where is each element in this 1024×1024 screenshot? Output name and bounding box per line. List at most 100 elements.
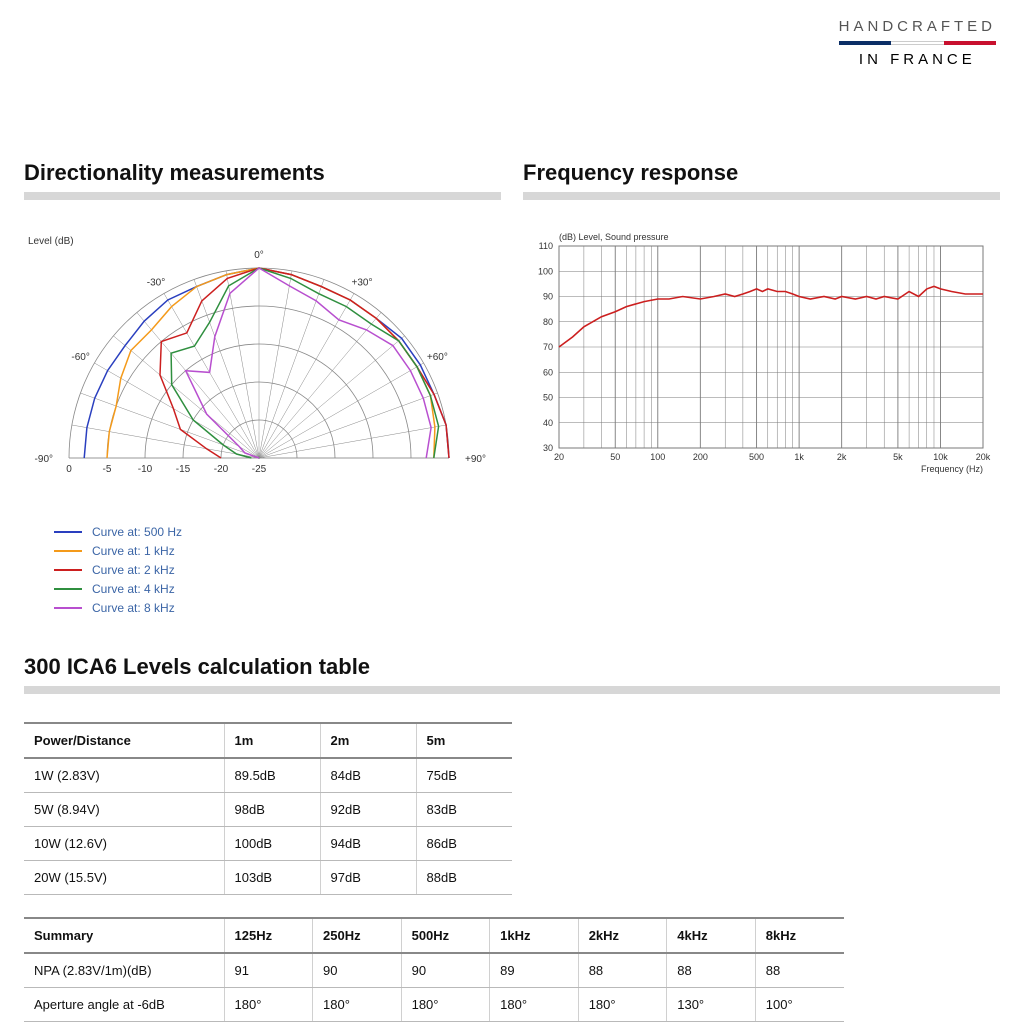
cell: 89.5dB bbox=[224, 758, 320, 793]
svg-text:+90°: +90° bbox=[465, 454, 486, 465]
svg-text:20: 20 bbox=[554, 452, 564, 462]
legend-item: Curve at: 4 kHz bbox=[54, 582, 501, 596]
legend-item: Curve at: 2 kHz bbox=[54, 563, 501, 577]
cell: 86dB bbox=[416, 827, 512, 861]
legend-item: Curve at: 500 Hz bbox=[54, 525, 501, 539]
col-header: 1kHz bbox=[490, 918, 579, 953]
tables-title: 300 ICA6 Levels calculation table bbox=[24, 654, 1000, 680]
cell: 84dB bbox=[320, 758, 416, 793]
svg-text:0°: 0° bbox=[254, 250, 264, 261]
cell: 83dB bbox=[416, 793, 512, 827]
svg-text:(dB) Level, Sound pressure: (dB) Level, Sound pressure bbox=[559, 232, 669, 242]
cell: 97dB bbox=[320, 861, 416, 895]
table-row: 5W (8.94V)98dB92dB83dB bbox=[24, 793, 512, 827]
cell: 88dB bbox=[416, 861, 512, 895]
cell: 98dB bbox=[224, 793, 320, 827]
brand-badge: HANDCRAFTED IN FRANCE bbox=[839, 18, 996, 68]
legend-label: Curve at: 1 kHz bbox=[92, 544, 175, 558]
divider bbox=[523, 192, 1000, 200]
polar-section: Directionality measurements +90° +60° +30°… bbox=[24, 160, 501, 620]
legend-swatch bbox=[54, 550, 82, 552]
svg-text:1k: 1k bbox=[794, 452, 804, 462]
svg-text:+30°: +30° bbox=[352, 277, 373, 288]
table-row: 10W (12.6V)100dB94dB86dB bbox=[24, 827, 512, 861]
cell: 180° bbox=[401, 988, 490, 1022]
svg-text:50: 50 bbox=[543, 393, 553, 403]
legend-item: Curve at: 8 kHz bbox=[54, 601, 501, 615]
flag-white bbox=[891, 41, 943, 45]
svg-text:10k: 10k bbox=[933, 452, 948, 462]
cell: 89 bbox=[490, 953, 579, 988]
cell: 10W (12.6V) bbox=[24, 827, 224, 861]
cell: 180° bbox=[313, 988, 402, 1022]
col-header: 8kHz bbox=[755, 918, 844, 953]
cell: 75dB bbox=[416, 758, 512, 793]
svg-text:90: 90 bbox=[543, 292, 553, 302]
svg-text:Level (dB): Level (dB) bbox=[28, 236, 74, 247]
col-header: Summary bbox=[24, 918, 224, 953]
cell: 90 bbox=[401, 953, 490, 988]
col-header: 250Hz bbox=[313, 918, 402, 953]
legend-label: Curve at: 8 kHz bbox=[92, 601, 175, 615]
table-row: 20W (15.5V)103dB97dB88dB bbox=[24, 861, 512, 895]
col-header: 4kHz bbox=[667, 918, 756, 953]
polar-title: Directionality measurements bbox=[24, 160, 501, 186]
freq-section: Frequency response 304050607080901001102… bbox=[523, 160, 1000, 620]
divider bbox=[24, 686, 1000, 694]
svg-text:5k: 5k bbox=[893, 452, 903, 462]
cell: 88 bbox=[667, 953, 756, 988]
tables-section: 300 ICA6 Levels calculation table Power/… bbox=[24, 654, 1000, 1022]
cell: 103dB bbox=[224, 861, 320, 895]
svg-text:30: 30 bbox=[543, 443, 553, 453]
cell: 130° bbox=[667, 988, 756, 1022]
cell: 20W (15.5V) bbox=[24, 861, 224, 895]
svg-text:80: 80 bbox=[543, 317, 553, 327]
svg-text:-10: -10 bbox=[138, 464, 153, 475]
svg-text:500: 500 bbox=[749, 452, 764, 462]
svg-text:60: 60 bbox=[543, 367, 553, 377]
svg-text:-20: -20 bbox=[214, 464, 229, 475]
svg-text:-90°: -90° bbox=[35, 454, 53, 465]
svg-text:-15: -15 bbox=[176, 464, 191, 475]
col-header: 5m bbox=[416, 723, 512, 758]
brand-line2: IN FRANCE bbox=[839, 51, 996, 68]
cell: 1W (2.83V) bbox=[24, 758, 224, 793]
svg-text:40: 40 bbox=[543, 418, 553, 428]
cell: 180° bbox=[578, 988, 667, 1022]
table-row: Aperture angle at -6dB180°180°180°180°18… bbox=[24, 988, 844, 1022]
col-header: 2kHz bbox=[578, 918, 667, 953]
cell: 92dB bbox=[320, 793, 416, 827]
legend-item: Curve at: 1 kHz bbox=[54, 544, 501, 558]
table-row: NPA (2.83V/1m)(dB)91909089888888 bbox=[24, 953, 844, 988]
freq-title: Frequency response bbox=[523, 160, 1000, 186]
svg-text:100: 100 bbox=[650, 452, 665, 462]
table-row: 1W (2.83V)89.5dB84dB75dB bbox=[24, 758, 512, 793]
levels-table: Power/Distance1m2m5m1W (2.83V)89.5dB84dB… bbox=[24, 722, 512, 895]
svg-text:0: 0 bbox=[66, 464, 72, 475]
col-header: 500Hz bbox=[401, 918, 490, 953]
cell: 180° bbox=[490, 988, 579, 1022]
polar-legend: Curve at: 500 Hz Curve at: 1 kHz Curve at:… bbox=[54, 525, 501, 615]
flag-red bbox=[944, 41, 996, 45]
col-header: 1m bbox=[224, 723, 320, 758]
cell: NPA (2.83V/1m)(dB) bbox=[24, 953, 224, 988]
brand-line1: HANDCRAFTED bbox=[839, 18, 996, 35]
cell: 94dB bbox=[320, 827, 416, 861]
svg-text:-60°: -60° bbox=[71, 352, 89, 363]
cell: 90 bbox=[313, 953, 402, 988]
svg-text:50: 50 bbox=[610, 452, 620, 462]
cell: 88 bbox=[578, 953, 667, 988]
divider bbox=[24, 192, 501, 200]
cell: 5W (8.94V) bbox=[24, 793, 224, 827]
svg-text:100: 100 bbox=[538, 266, 553, 276]
legend-label: Curve at: 4 kHz bbox=[92, 582, 175, 596]
cell: 100° bbox=[755, 988, 844, 1022]
flag-blue bbox=[839, 41, 891, 45]
cell: Aperture angle at -6dB bbox=[24, 988, 224, 1022]
svg-text:70: 70 bbox=[543, 342, 553, 352]
cell: 100dB bbox=[224, 827, 320, 861]
svg-text:+60°: +60° bbox=[427, 352, 448, 363]
svg-text:-5: -5 bbox=[103, 464, 112, 475]
legend-swatch bbox=[54, 531, 82, 533]
brand-flag bbox=[839, 41, 996, 45]
